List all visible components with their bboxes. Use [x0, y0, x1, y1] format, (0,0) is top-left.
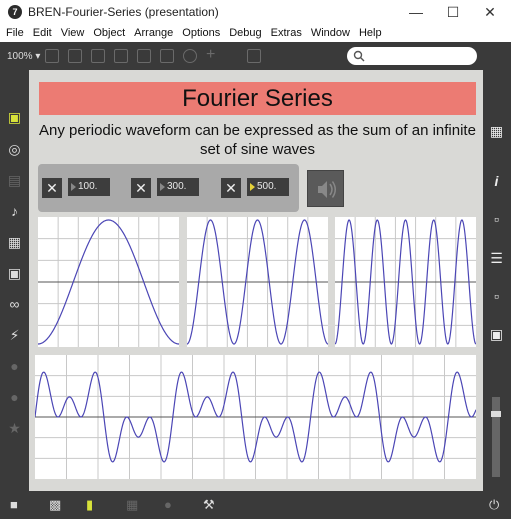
open-book-icon[interactable]: ▫ [494, 288, 499, 304]
toggle-osc-1[interactable]: ✕ [42, 178, 62, 198]
grid-icon[interactable]: ▦ [489, 123, 504, 139]
add-icon[interactable]: + [206, 46, 216, 63]
star-icon[interactable]: ★ [8, 420, 21, 436]
waveform-plot-2 [187, 217, 328, 347]
comment-icon[interactable]: ▮ [86, 497, 94, 512]
paint-bucket-icon[interactable] [247, 49, 261, 63]
button-icon[interactable] [91, 49, 105, 63]
audio-toggle-button[interactable] [307, 170, 344, 207]
output-level-slider[interactable] [491, 397, 501, 477]
object-box-icon[interactable] [45, 49, 59, 63]
app-logo-icon: 7 [8, 5, 22, 19]
scope-sum [35, 355, 476, 479]
waveform-trace [187, 219, 328, 345]
scope-sine-3 [335, 217, 476, 347]
menu-view[interactable]: View [60, 27, 85, 39]
wrench-icon[interactable]: ⚒ [203, 497, 215, 512]
waveform-plot-sum [35, 355, 476, 479]
maximize-button[interactable]: ☐ [446, 3, 460, 20]
film-icon[interactable]: ▤ [7, 172, 22, 188]
camera-icon[interactable]: ▣ [489, 326, 504, 342]
menu-edit[interactable]: Edit [32, 27, 52, 39]
close-button[interactable]: ✕ [484, 3, 496, 20]
toggle-osc-2[interactable]: ✕ [131, 178, 151, 198]
waveform-trace [335, 219, 476, 345]
speaker-icon [318, 181, 336, 198]
menu-window[interactable]: Window [310, 27, 350, 39]
freq-box-1[interactable]: 100. [68, 178, 110, 196]
music-note-icon[interactable]: ♪ [11, 203, 18, 219]
slider-tool-icon[interactable] [160, 49, 174, 63]
cube-icon[interactable]: ▣ [7, 109, 22, 125]
bottom-bar [0, 491, 511, 519]
toggle-osc-3[interactable]: ✕ [221, 178, 241, 198]
target-icon[interactable]: ◎ [8, 141, 21, 157]
menu-help[interactable]: Help [358, 27, 382, 39]
power-icon[interactable]: ⏻ [489, 497, 500, 512]
menu-arrange[interactable]: Arrange [134, 27, 174, 39]
scope-sine-1 [38, 217, 179, 347]
image-icon[interactable]: ▣ [7, 265, 22, 281]
plug-icon[interactable]: ⚡ [9, 327, 20, 343]
menu-object[interactable]: Object [93, 27, 126, 39]
toggle-icon[interactable] [114, 49, 128, 63]
page-title: Fourier Series [39, 82, 476, 115]
dial-icon[interactable] [183, 49, 197, 63]
title-bar: 7 BREN-Fourier-Series (presentation) — ☐… [0, 0, 511, 24]
book-icon[interactable]: ▫ [494, 211, 499, 227]
search-input[interactable] [347, 47, 477, 65]
menu-bar: File Edit View Object Arrange Options De… [0, 24, 511, 42]
menu-debug[interactable]: Debug [229, 27, 262, 39]
help-circle-icon[interactable]: ● [10, 389, 19, 405]
waveform-trace [38, 219, 179, 345]
message-box-icon[interactable] [68, 49, 82, 63]
list-icon[interactable]: ☰ [490, 250, 503, 266]
freq-box-3[interactable]: 500. [247, 178, 289, 196]
number-box-icon[interactable] [137, 49, 151, 63]
waveform-plot-3 [335, 217, 476, 347]
menu-options[interactable]: Options [182, 27, 221, 39]
vimeo-icon[interactable]: ● [10, 358, 19, 374]
search-icon [353, 50, 365, 62]
waveform-plot-1 [38, 217, 179, 347]
window-title: BREN-Fourier-Series (presentation) [28, 5, 219, 19]
lock-icon[interactable]: ■ [10, 497, 18, 512]
freq-box-2[interactable]: 300. [157, 178, 199, 196]
menu-extras[interactable]: Extras [270, 27, 302, 39]
menu-file[interactable]: File [6, 27, 24, 39]
waveform-trace [35, 371, 476, 463]
add-user-icon[interactable]: ● [164, 497, 172, 512]
presentation-canvas: Fourier Series Any periodic waveform can… [29, 70, 483, 491]
slider-thumb[interactable] [491, 411, 501, 417]
info-icon[interactable]: i [494, 173, 499, 189]
windows-icon[interactable]: ▩ [49, 497, 62, 512]
paperclip-icon[interactable]: ∞ [9, 296, 20, 312]
page-subtitle: Any periodic waveform can be expressed a… [39, 122, 476, 158]
zoom-level[interactable]: 100% ▾ [7, 50, 41, 62]
grid-dots-icon[interactable]: ▦ [126, 497, 139, 512]
oscillator-controls: ✕ 100. ✕ 300. ✕ 500. [38, 164, 299, 212]
minimize-button[interactable]: — [409, 4, 423, 20]
left-sidebar [0, 70, 29, 519]
scope-sine-2 [187, 217, 328, 347]
step-icon[interactable]: ▦ [7, 234, 22, 250]
